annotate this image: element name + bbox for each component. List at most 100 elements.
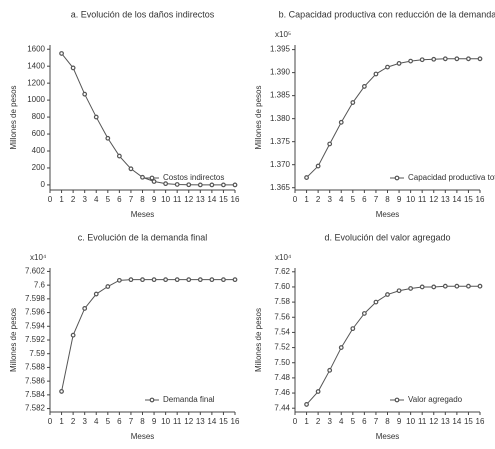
y-tick-label: 7.596 [25,308,46,317]
data-point [151,179,157,184]
legend-label: Demanda final [163,395,215,404]
data-point [431,56,437,62]
y-tick-label: 7.56 [274,312,290,321]
data-point [315,163,321,169]
y-tick-label: 7.602 [25,267,46,276]
x-tick-label: 1 [59,195,64,204]
x-tick-label: 10 [406,195,415,204]
y-tick-label: 7.62 [274,267,290,276]
data-point [116,153,122,159]
y-tick-label: 7.592 [25,335,46,344]
y-tick-label: 7.54 [274,328,290,337]
data-point [350,100,356,105]
x-tick-label: 14 [207,195,216,204]
x-tick-label: 12 [184,195,193,204]
x-tick-label: 13 [196,195,205,204]
data-point [396,288,402,294]
data-point [304,175,309,180]
data-point [454,56,460,62]
data-point [140,174,145,180]
chart-title: a. Evolución de los daños indirectos [71,9,215,19]
x-tick-label: 5 [351,195,356,204]
y-tick-label: 7.59 [29,349,45,358]
y-tick-label: 7.598 [25,294,46,303]
x-tick-label: 15 [219,195,228,204]
data-point [116,277,122,283]
data-point [327,141,333,147]
data-point [163,181,169,187]
y-tick-label: 200 [32,163,46,172]
y-tick-label: 7.584 [25,390,46,399]
x-tick-label: 9 [152,195,157,204]
y-tick-label: 1.370 [270,160,291,169]
data-point [350,326,356,332]
data-point [419,284,425,290]
y-tick-label: 1400 [27,61,45,70]
x-tick-label: 7 [374,195,379,204]
x-tick-label: 16 [231,417,240,426]
y-tick-label: 7.586 [25,376,46,385]
data-point [174,277,180,283]
x-tick-label: 9 [397,195,402,204]
y-tick-label: 800 [32,112,46,121]
y-tick-label: 1200 [27,78,45,87]
y-axis-label: Millones de pesos [9,85,18,149]
data-point [93,291,99,297]
y-tick-label: 7.60 [274,282,290,291]
x-tick-label: 12 [429,417,438,426]
data-point [373,299,379,305]
y-tick-label: 1000 [27,95,45,104]
x-tick-label: 2 [71,195,76,204]
x-tick-label: 13 [441,417,450,426]
x-tick-label: 1 [304,417,309,426]
data-point [315,389,321,394]
x-tick-label: 10 [406,417,415,426]
x-tick-label: 14 [207,417,216,426]
legend-marker [394,397,400,403]
x-tick-label: 0 [293,417,298,426]
y-tick-label: 1.390 [270,68,291,77]
x-tick-label: 4 [339,417,344,426]
chart-title: b. Capacidad productiva con reducción de… [279,9,495,19]
data-point [431,284,437,290]
data-point [232,277,238,283]
y-tick-label: 7.46 [274,388,290,397]
x-tick-label: 8 [140,417,145,426]
x-tick-label: 16 [476,417,485,426]
data-point [466,283,471,289]
x-tick-label: 7 [129,195,134,204]
y-tick-label: 1.380 [270,114,291,123]
data-point [338,119,344,125]
x-tick-label: 11 [418,417,427,426]
x-tick-label: 3 [82,195,87,204]
data-point [105,284,111,289]
series-line [306,58,480,178]
x-tick-label: 14 [452,195,461,204]
data-point [477,283,483,289]
data-point [82,306,88,311]
data-point [373,71,379,77]
data-point [70,65,76,71]
y-multiplier: x10⁴ [275,253,292,262]
x-tick-label: 9 [152,417,157,426]
x-tick-label: 4 [94,195,99,204]
x-tick-label: 15 [464,195,473,204]
data-point [454,283,460,289]
data-point [128,277,134,283]
series-line [61,279,235,392]
x-tick-label: 16 [476,195,485,204]
y-axis-label: Millones de pesos [9,308,18,372]
x-tick-label: 4 [94,417,99,426]
legend-label: Costos indirectos [163,173,224,182]
y-multiplier: x10⁴ [30,253,47,262]
y-tick-label: 7.588 [25,363,46,372]
x-tick-label: 3 [327,417,332,426]
x-tick-label: 12 [184,417,193,426]
y-tick-label: 7.6 [34,280,46,289]
y-multiplier: x10⁵ [275,30,291,39]
x-tick-label: 3 [82,417,87,426]
x-tick-label: 15 [219,417,228,426]
data-point [82,91,88,97]
x-tick-label: 5 [106,195,111,204]
data-point [442,283,448,289]
